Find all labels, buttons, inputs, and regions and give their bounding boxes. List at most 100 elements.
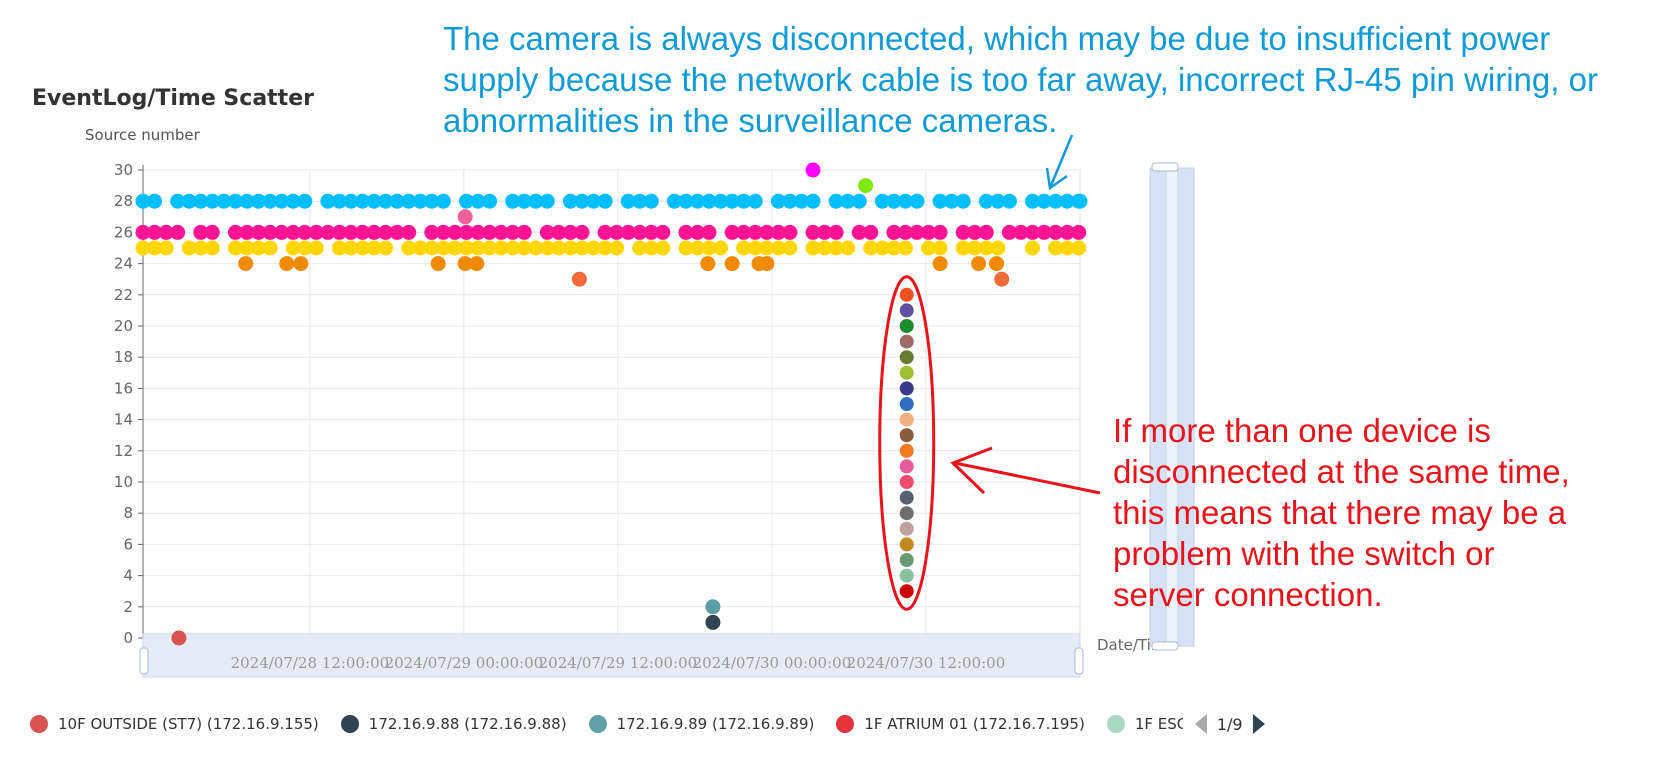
- vzoom-bottom-handle[interactable]: [1151, 641, 1179, 651]
- data-point: [899, 537, 914, 552]
- data-point: [1048, 224, 1064, 240]
- data-point: [899, 287, 914, 302]
- data-point: [435, 224, 451, 240]
- data-point: [401, 193, 417, 209]
- y-tick-label: 8: [123, 504, 133, 522]
- data-point: [389, 224, 405, 240]
- data-point: [932, 256, 948, 272]
- y-tick-label: 14: [114, 411, 133, 429]
- data-point: [967, 240, 983, 256]
- data-point: [401, 224, 417, 240]
- data-point: [643, 193, 659, 209]
- data-point: [297, 240, 313, 256]
- data-point: [262, 240, 278, 256]
- data-point: [1048, 193, 1064, 209]
- data-point: [458, 193, 474, 209]
- legend-marker-icon: [836, 715, 855, 733]
- data-point: [666, 193, 682, 209]
- data-point: [331, 240, 347, 256]
- data-point: [469, 256, 485, 272]
- data-point: [643, 240, 659, 256]
- data-point: [1071, 224, 1087, 240]
- y-tick-label: 18: [114, 348, 133, 366]
- data-point: [586, 193, 602, 209]
- data-point: [805, 193, 821, 209]
- data-point: [562, 224, 578, 240]
- data-point: [899, 475, 914, 489]
- data-point: [539, 224, 555, 240]
- data-point: [899, 459, 914, 474]
- data-point: [279, 256, 295, 272]
- data-point: [366, 193, 382, 209]
- zoom-left-handle[interactable]: [139, 647, 149, 675]
- data-point: [932, 224, 948, 240]
- data-point: [238, 256, 254, 272]
- data-point: [458, 240, 474, 256]
- data-point: [147, 193, 163, 209]
- y-tick-label: 22: [114, 286, 133, 304]
- data-point: [1072, 193, 1088, 209]
- data-point: [539, 193, 555, 209]
- data-point: [389, 193, 405, 209]
- data-point: [874, 193, 890, 209]
- data-point: [1036, 193, 1052, 209]
- data-point: [955, 240, 971, 256]
- data-point: [378, 193, 394, 209]
- data-point: [562, 193, 578, 209]
- data-point: [204, 224, 220, 240]
- data-point: [251, 240, 267, 256]
- x-tick-label: 2024/07/29 12:00:00: [539, 654, 698, 672]
- data-point: [297, 224, 313, 240]
- data-point: [724, 193, 740, 209]
- legend-marker-icon: [1106, 715, 1125, 733]
- data-point: [851, 224, 867, 240]
- data-point: [251, 193, 267, 209]
- data-point: [899, 334, 914, 349]
- data-point: [770, 240, 786, 256]
- zoom-right-handle[interactable]: [1074, 647, 1084, 675]
- x-tick-label: 2024/07/30 00:00:00: [693, 654, 852, 672]
- data-point: [978, 224, 994, 240]
- horizontal-zoom-slider[interactable]: [139, 633, 1084, 678]
- data-point: [817, 224, 833, 240]
- data-point: [782, 224, 798, 240]
- data-point: [863, 224, 879, 240]
- switch-problem-annotation: If more than one device is disconnected …: [1113, 412, 1570, 613]
- data-point: [458, 224, 474, 240]
- data-point: [516, 193, 532, 209]
- data-point: [586, 240, 602, 256]
- data-point: [955, 224, 971, 240]
- legend-next-page-icon[interactable]: [1252, 714, 1265, 734]
- data-point: [971, 256, 987, 272]
- legend-item-4[interactable]: 1F ATRIUM 01 (172.16.7.195): [836, 715, 1085, 733]
- data-point: [435, 193, 451, 209]
- legend-item-3[interactable]: 172.16.9.89 (172.16.9.89): [588, 715, 814, 733]
- red-arrow-head-icon: [950, 446, 993, 495]
- legend-prev-page-icon[interactable]: [1194, 714, 1207, 734]
- data-point: [412, 193, 428, 209]
- y-tick-label: 30: [114, 161, 133, 179]
- data-point: [782, 193, 798, 209]
- data-point: [620, 224, 636, 240]
- data-point: [909, 224, 925, 240]
- data-point: [689, 224, 705, 240]
- data-point: [285, 193, 301, 209]
- series-11: [705, 599, 721, 615]
- data-point: [343, 224, 359, 240]
- red-arrow-shaft: [954, 461, 1101, 495]
- legend-item-2[interactable]: 172.16.9.88 (172.16.9.88): [340, 715, 567, 733]
- legend-marker-icon: [30, 715, 48, 733]
- vertical-zoom-slider[interactable]: [1149, 162, 1195, 651]
- data-point: [293, 256, 309, 272]
- data-point: [899, 443, 914, 458]
- legend-item-5[interactable]: 1F ESC: [1106, 715, 1183, 733]
- data-point: [135, 193, 151, 209]
- data-point: [227, 224, 243, 240]
- legend-item-1[interactable]: 10F OUTSIDE (ST7) (172.16.9.155): [30, 715, 319, 733]
- data-point: [897, 224, 913, 240]
- data-point: [204, 193, 220, 209]
- data-point: [482, 224, 498, 240]
- data-point: [705, 599, 721, 615]
- data-point: [978, 193, 994, 209]
- vzoom-top-handle[interactable]: [1151, 162, 1179, 172]
